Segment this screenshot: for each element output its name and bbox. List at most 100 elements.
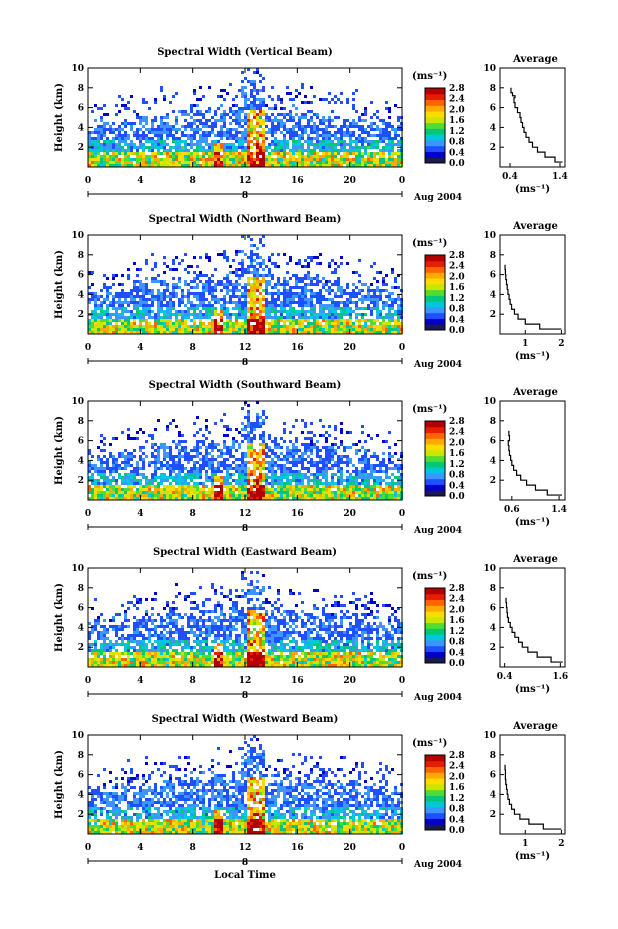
heatmap-cell (142, 149, 145, 152)
heatmap-cell (214, 301, 217, 304)
heatmap-cell (94, 146, 97, 149)
heatmap-cell (226, 283, 229, 286)
heatmap-cell (223, 89, 226, 92)
heatmap-cell (394, 328, 397, 331)
heatmap-cell (211, 455, 214, 458)
heatmap-cell (340, 488, 343, 491)
heatmap-cell (322, 137, 325, 140)
heatmap-cell (175, 146, 178, 149)
heatmap-cell (325, 289, 328, 292)
heatmap-cell (208, 301, 211, 304)
heatmap-cell (370, 476, 373, 479)
heatmap-cell (217, 131, 220, 134)
heatmap-cell (334, 425, 337, 428)
heatmap-cell (376, 289, 379, 292)
heatmap-cell (196, 286, 199, 289)
heatmap-cell (244, 461, 247, 464)
heatmap-cell (274, 482, 277, 485)
heatmap-cell (274, 494, 277, 497)
heatmap-cell (241, 422, 244, 425)
heatmap-cell (163, 256, 166, 259)
heatmap-cell (106, 289, 109, 292)
heatmap-cell (286, 458, 289, 461)
heatmap-cell (124, 152, 127, 155)
heatmap-cell (280, 164, 283, 167)
heatmap-cell (355, 295, 358, 298)
heatmap-cell (97, 128, 100, 131)
heatmap-cell (259, 452, 262, 455)
heatmap-cell (268, 331, 271, 334)
heatmap-cell (280, 161, 283, 164)
heatmap-cell (235, 428, 238, 431)
heatmap-cell (259, 479, 262, 482)
heatmap-cell (358, 458, 361, 461)
heatmap-cell (391, 158, 394, 161)
heatmap-cell (226, 446, 229, 449)
heatmap-cell (130, 322, 133, 325)
heatmap-cell (127, 491, 130, 494)
heatmap-cell (145, 146, 148, 149)
heatmap-cell (283, 298, 286, 301)
heatmap-cell (118, 488, 121, 491)
heatmap-cell (298, 304, 301, 307)
heatmap-cell (301, 497, 304, 500)
heatmap-cell (112, 485, 115, 488)
heatmap-cell (313, 479, 316, 482)
heatmap-cell (109, 488, 112, 491)
heatmap-cell (373, 128, 376, 131)
heatmap-cell (211, 325, 214, 328)
heatmap-cell (298, 286, 301, 289)
heatmap-cell (91, 482, 94, 485)
heatmap-cell (247, 113, 250, 116)
heatmap-cell (307, 274, 310, 277)
heatmap-cell (184, 134, 187, 137)
heatmap-cell (106, 298, 109, 301)
heatmap-cell (124, 158, 127, 161)
heatmap-cell (328, 328, 331, 331)
heatmap-cell (229, 128, 232, 131)
heatmap-cell (193, 292, 196, 295)
heatmap-cell (388, 446, 391, 449)
heatmap-cell (265, 104, 268, 107)
heatmap-cell (145, 161, 148, 164)
heatmap-cell (376, 158, 379, 161)
heatmap-cell (250, 89, 253, 92)
heatmap-cell (214, 161, 217, 164)
heatmap-cell (193, 449, 196, 452)
heatmap-cell (208, 277, 211, 280)
heatmap-cell (211, 152, 214, 155)
heatmap-cell (319, 98, 322, 101)
heatmap-cell (193, 313, 196, 316)
heatmap-cell (316, 316, 319, 319)
heatmap-cell (163, 158, 166, 161)
heatmap-cell (184, 328, 187, 331)
heatmap-cell (382, 283, 385, 286)
heatmap-cell (211, 473, 214, 476)
heatmap-cell (88, 467, 91, 470)
heatmap-cell (274, 286, 277, 289)
heatmap-cell (325, 467, 328, 470)
heatmap-cell (139, 458, 142, 461)
heatmap-cell (355, 271, 358, 274)
heatmap-cell (100, 164, 103, 167)
heatmap-cell (256, 494, 259, 497)
heatmap-cell (325, 319, 328, 322)
heatmap-cell (163, 464, 166, 467)
heatmap-cell (382, 164, 385, 167)
heatmap-cell (292, 313, 295, 316)
heatmap-cell (364, 161, 367, 164)
heatmap-cell (241, 325, 244, 328)
heatmap-cell (259, 256, 262, 259)
heatmap-cell (121, 289, 124, 292)
heatmap-cell (376, 470, 379, 473)
heatmap-cell (334, 152, 337, 155)
heatmap-cell (379, 140, 382, 143)
heatmap-cell (202, 328, 205, 331)
heatmap-cell (382, 491, 385, 494)
heatmap-cell (253, 152, 256, 155)
heatmap-cell (295, 277, 298, 280)
heatmap-cell (301, 313, 304, 316)
heatmap-cell (292, 461, 295, 464)
heatmap-cell (229, 116, 232, 119)
heatmap-cell (307, 325, 310, 328)
